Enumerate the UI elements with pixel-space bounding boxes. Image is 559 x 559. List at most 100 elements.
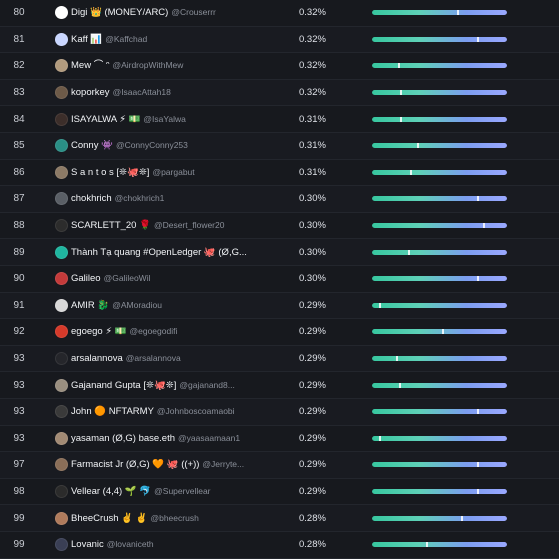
- handle: @chokhrich1: [114, 193, 165, 204]
- user[interactable]: Kaff 📊 @Kaffchad: [71, 33, 281, 46]
- bar-marker: [426, 542, 428, 548]
- avatar[interactable]: [55, 538, 68, 552]
- avatar[interactable]: [55, 112, 68, 126]
- handle: @yaasaamaan1: [178, 432, 241, 443]
- avatar[interactable]: [55, 272, 68, 286]
- avatar[interactable]: [55, 298, 68, 312]
- user[interactable]: arsalannova @arsalannova: [71, 352, 281, 365]
- display-name: Mew ⌒ ᵔ: [71, 60, 110, 72]
- user[interactable]: S a n t o s [❊🐙❊] @pargabut: [71, 166, 281, 179]
- display-name: S a n t o s [❊🐙❊]: [71, 166, 150, 178]
- mindshare-percent: 0.29%: [299, 353, 326, 365]
- leaderboard-row[interactable]: 93 arsalannova @arsalannova 0.29%: [0, 345, 559, 373]
- bar-marker: [482, 223, 485, 229]
- avatar[interactable]: [55, 219, 68, 233]
- avatar[interactable]: [55, 245, 68, 259]
- mindshare-percent: 0.30%: [299, 246, 326, 258]
- mindshare-percent: 0.32%: [299, 7, 326, 19]
- avatar[interactable]: [55, 431, 68, 445]
- leaderboard-row[interactable]: 88 SCARLETT_20 🌹 @Desert_flower20 0.30%: [0, 212, 559, 240]
- user[interactable]: SCARLETT_20 🌹 @Desert_flower20: [71, 219, 281, 232]
- leaderboard-row[interactable]: 82 Mew ⌒ ᵔ @AirdropWithMew 0.32%: [0, 53, 559, 80]
- handle: @pargabut: [152, 166, 195, 177]
- mindshare-bar: [372, 409, 507, 415]
- user[interactable]: Farmacist Jr (Ø,G) 🧡 🐙 ((+)) @Jerryte...: [71, 458, 281, 471]
- avatar[interactable]: [55, 485, 68, 499]
- avatar[interactable]: [55, 325, 68, 339]
- user[interactable]: John 🟠 NFTARMY @Johnboscoamaobi: [71, 405, 281, 418]
- avatar[interactable]: [55, 405, 68, 419]
- avatar[interactable]: [55, 86, 68, 100]
- mindshare-bar: [372, 223, 507, 229]
- user[interactable]: Thành Tạ quang #OpenLedger 🐙 (Ø,G...: [71, 246, 281, 259]
- display-name: John 🟠 NFTARMY: [71, 406, 154, 418]
- mindshare-bar-fill: [372, 196, 507, 202]
- mindshare-percent: 0.31%: [299, 166, 326, 178]
- bar-marker: [416, 143, 419, 149]
- leaderboard-row[interactable]: 93 John 🟠 NFTARMY @Johnboscoamaobi 0.29%: [0, 399, 559, 426]
- rank: 89: [13, 246, 25, 258]
- leaderboard-row[interactable]: 99 BheeCrush ✌️ ✌️ @bheecrush 0.28%: [0, 505, 559, 532]
- mindshare-percent: 0.29%: [299, 326, 326, 338]
- user[interactable]: Lovanic @lovaniceth: [71, 538, 281, 551]
- leaderboard-row[interactable]: 97 Farmacist Jr (Ø,G) 🧡 🐙 ((+)) @Jerryte..…: [0, 452, 559, 479]
- avatar[interactable]: [55, 59, 68, 73]
- user[interactable]: Mew ⌒ ᵔ @AirdropWithMew: [71, 59, 281, 72]
- avatar[interactable]: [55, 32, 68, 46]
- leaderboard-row[interactable]: 87 chokhrich @chokhrich1 0.30%: [0, 186, 559, 213]
- mindshare-bar-fill: [372, 489, 507, 495]
- handle: @AMoradiou: [112, 299, 162, 310]
- handle: @bheecrush: [150, 512, 199, 523]
- user[interactable]: Galileo @GalileoWil: [71, 272, 281, 285]
- user[interactable]: Digi 👑 (MONEY/ARC) @Crouserrr: [71, 6, 281, 19]
- rank: 93: [13, 379, 25, 391]
- leaderboard-row[interactable]: 81 Kaff 📊 @Kaffchad 0.32%: [0, 26, 559, 54]
- mindshare-bar-fill: [372, 329, 507, 335]
- leaderboard-row[interactable]: 83 koporkey @IsaacAttah18 0.32%: [0, 79, 559, 107]
- leaderboard-row[interactable]: 85 Conny 👾 @ConnyConny253 0.31%: [0, 133, 559, 160]
- handle: @Johnboscoamaobi: [156, 406, 235, 417]
- leaderboard-row[interactable]: 86 S a n t o s [❊🐙❊] @pargabut 0.31%: [0, 159, 559, 187]
- bar-marker: [477, 489, 480, 495]
- user[interactable]: ISAYALWA ⚡ 💵 @IsaYalwa: [71, 113, 281, 126]
- user[interactable]: Conny 👾 @ConnyConny253: [71, 139, 281, 152]
- leaderboard-row[interactable]: 98 Vellear (4,4) 🌱 🐬 @Supervellear 0.29%: [0, 478, 559, 506]
- rank: 91: [13, 299, 25, 311]
- display-name: chokhrich: [71, 193, 112, 205]
- mindshare-bar-fill: [372, 10, 507, 16]
- user[interactable]: egoego ⚡ 💵 @egoegodifi: [71, 325, 281, 338]
- avatar[interactable]: [55, 378, 68, 392]
- bar-marker: [477, 409, 480, 415]
- mindshare-bar-fill: [372, 36, 507, 42]
- leaderboard-row[interactable]: 91 AMIR 🐉 @AMoradiou 0.29%: [0, 292, 559, 320]
- display-name: Farmacist Jr (Ø,G) 🧡 🐙 ((+)): [71, 459, 200, 471]
- leaderboard-row[interactable]: 93 Gajanand Gupta [❊🐙❊] @gajanand8... 0.29%: [0, 372, 559, 399]
- mindshare-percent: 0.30%: [299, 220, 326, 232]
- user[interactable]: chokhrich @chokhrich1: [71, 192, 281, 205]
- handle: @GalileoWil: [103, 273, 151, 284]
- user[interactable]: yasaman (Ø,G) base.eth @yaasaamaan1: [71, 432, 281, 445]
- rank: 93: [13, 432, 25, 444]
- avatar[interactable]: [55, 458, 68, 472]
- leaderboard-row[interactable]: 93 yasaman (Ø,G) base.eth @yaasaamaan1 0.29…: [0, 425, 559, 453]
- user[interactable]: BheeCrush ✌️ ✌️ @bheecrush: [71, 512, 281, 525]
- leaderboard-row[interactable]: 80 Digi 👑 (MONEY/ARC) @Crouserrr 0.32%: [0, 0, 559, 27]
- user[interactable]: Vellear (4,4) 🌱 🐬 @Supervellear: [71, 485, 281, 498]
- mindshare-bar-fill: [372, 116, 507, 122]
- user[interactable]: koporkey @IsaacAttah18: [71, 86, 281, 99]
- avatar[interactable]: [55, 511, 68, 525]
- user[interactable]: Gajanand Gupta [❊🐙❊] @gajanand8...: [71, 379, 281, 392]
- avatar[interactable]: [55, 139, 68, 153]
- avatar[interactable]: [55, 352, 68, 366]
- user[interactable]: AMIR 🐉 @AMoradiou: [71, 299, 281, 312]
- mindshare-bar: [372, 90, 507, 96]
- bar-marker: [457, 10, 460, 16]
- leaderboard-row[interactable]: 90 Galileo @GalileoWil 0.30%: [0, 266, 559, 293]
- leaderboard-row[interactable]: 99 Lovanic @lovaniceth 0.28%: [0, 532, 559, 559]
- avatar[interactable]: [55, 6, 68, 20]
- leaderboard-row[interactable]: 89 Thành Tạ quang #OpenLedger 🐙 (Ø,G... 0.…: [0, 239, 559, 266]
- leaderboard-row[interactable]: 92 egoego ⚡ 💵 @egoegodifi 0.29%: [0, 319, 559, 346]
- avatar[interactable]: [55, 165, 68, 179]
- leaderboard-row[interactable]: 84 ISAYALWA ⚡ 💵 @IsaYalwa 0.31%: [0, 106, 559, 133]
- avatar[interactable]: [55, 192, 68, 206]
